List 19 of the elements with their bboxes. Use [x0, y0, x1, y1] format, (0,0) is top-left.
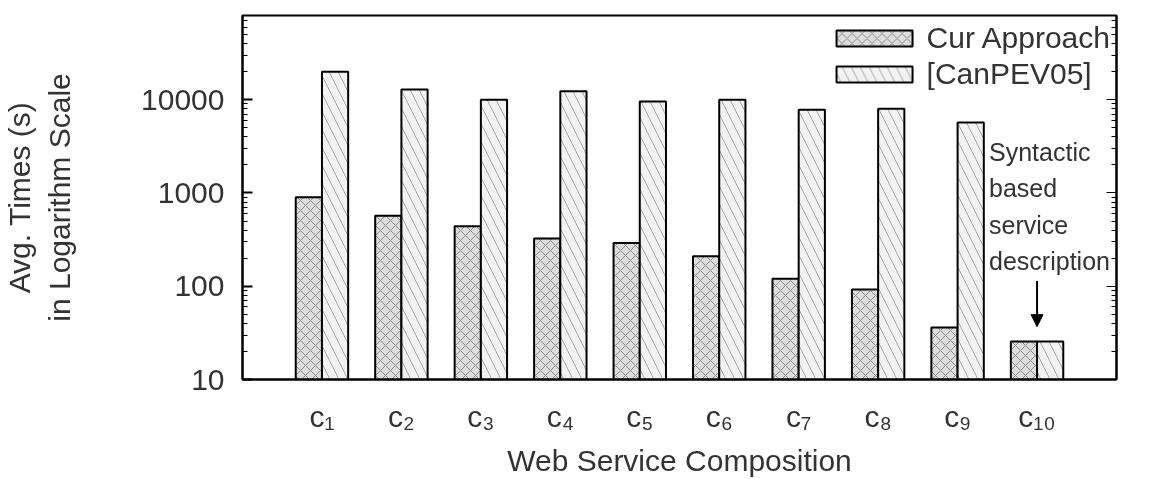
y-tick-label: 100	[174, 269, 225, 303]
x-tick-label: c₁	[309, 399, 335, 433]
x-tick-label: c₅	[626, 399, 654, 433]
y-tick-label: 10000	[141, 82, 225, 116]
x-tick-label: c₉	[944, 399, 972, 433]
annotation: Syntactic based service description	[989, 137, 1110, 275]
x-tick-label: c₃	[467, 399, 495, 433]
x-tick-label: c₄	[546, 399, 574, 433]
y-tick-label: 1000	[157, 175, 225, 209]
legend-label: [CanPEV05]	[926, 57, 1092, 91]
x-axis-title: Web Service Composition	[507, 443, 852, 477]
x-tick-label: c₇	[786, 399, 812, 433]
x-tick-label: c₆	[705, 399, 733, 433]
legend-label: Cur Approach	[926, 21, 1110, 55]
y-tick-label: 10	[191, 362, 225, 396]
x-tick-label: c₈	[864, 399, 892, 433]
y-axis-title: Avg. Times (s) in Logarithm Scale	[3, 73, 77, 322]
x-tick-label: c₁₀	[1018, 399, 1056, 433]
x-tick-label: c₂	[388, 399, 415, 433]
